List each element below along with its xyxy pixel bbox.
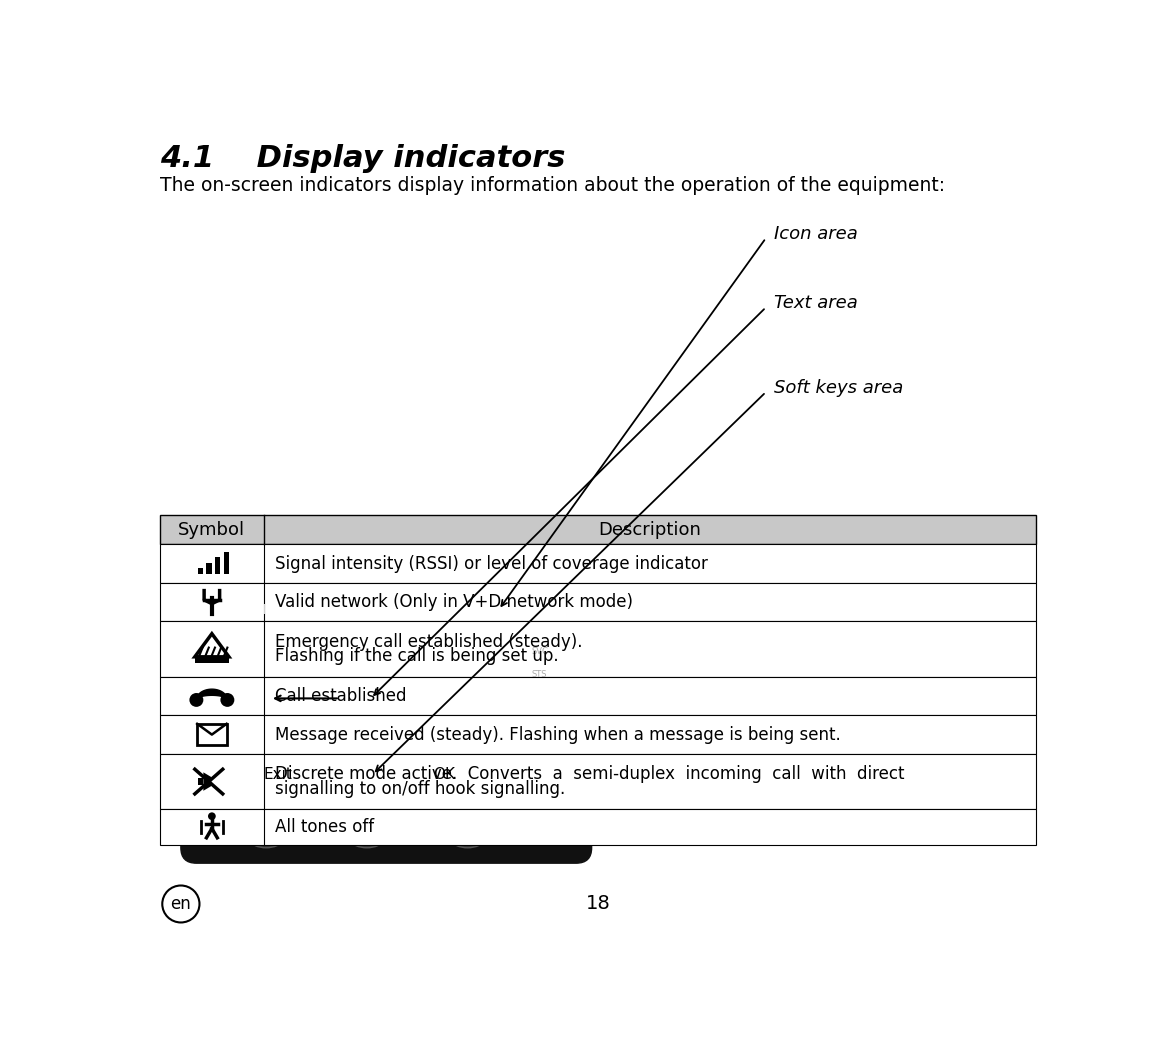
Bar: [197, 778, 203, 786]
Polygon shape: [203, 772, 211, 791]
Text: Exit: Exit: [263, 767, 292, 782]
Bar: [160, 715, 1036, 754]
Text: Icon area: Icon area: [773, 225, 857, 243]
Text: Message received (steady). Flashing when a message is being sent.: Message received (steady). Flashing when…: [274, 726, 841, 744]
Text: The on-screen indicators display information about the operation of the equipmen: The on-screen indicators display informa…: [160, 177, 945, 196]
Text: Text area: Text area: [773, 294, 857, 313]
Text: Description: Description: [598, 521, 701, 539]
Text: SVC: SVC: [531, 646, 549, 656]
Circle shape: [338, 790, 396, 847]
Bar: [160, 583, 1036, 621]
Bar: [197, 568, 203, 574]
Circle shape: [237, 790, 296, 847]
Text: signalling to on/off hook signalling.: signalling to on/off hook signalling.: [274, 779, 565, 798]
Bar: [160, 515, 1036, 544]
Text: 18: 18: [586, 894, 611, 913]
Bar: [160, 810, 1036, 845]
Bar: [160, 677, 1036, 715]
Circle shape: [547, 550, 590, 594]
Bar: [207, 563, 211, 574]
Text: Discrete mode active.  Converts  a  semi-duplex  incoming  call  with  direct: Discrete mode active. Converts a semi-du…: [274, 766, 904, 783]
Circle shape: [221, 693, 235, 707]
Text: STS: STS: [531, 670, 548, 679]
Circle shape: [514, 646, 524, 657]
Text: Signal intensity (RSSI) or level of coverage indicator: Signal intensity (RSSI) or level of cove…: [274, 554, 708, 572]
Text: en: en: [171, 895, 192, 913]
Circle shape: [543, 547, 593, 597]
Text: Call established: Call established: [274, 687, 406, 705]
Bar: [197, 724, 227, 746]
Bar: [160, 544, 1036, 583]
Text: All tones off: All tones off: [274, 818, 374, 836]
Text: Valid network (Only in V+D network mode): Valid network (Only in V+D network mode): [274, 593, 633, 611]
Bar: [239, 595, 507, 624]
Bar: [215, 558, 221, 574]
Bar: [239, 624, 507, 764]
Text: ..ll Ψ£▲ ⊕→⊠▲ dGRPT: ..ll Ψ£▲ ⊕→⊠▲ dGRPT: [251, 604, 388, 616]
Bar: [223, 552, 229, 574]
Text: Emergency call established (steady).: Emergency call established (steady).: [274, 633, 582, 651]
Text: OK: OK: [433, 767, 456, 782]
Text: Symbol: Symbol: [179, 521, 245, 539]
Circle shape: [208, 813, 216, 820]
Circle shape: [438, 790, 498, 847]
Circle shape: [536, 540, 600, 605]
Text: Soft keys area: Soft keys area: [773, 379, 903, 397]
Text: Flashing if the call is being set up.: Flashing if the call is being set up.: [274, 647, 558, 665]
Circle shape: [162, 886, 200, 923]
Circle shape: [189, 693, 203, 707]
Bar: [239, 764, 507, 787]
Polygon shape: [196, 689, 228, 700]
Circle shape: [514, 669, 524, 680]
Bar: [195, 657, 229, 663]
Text: 4.1    Display indicators: 4.1 Display indicators: [160, 144, 565, 173]
FancyBboxPatch shape: [181, 542, 592, 863]
Bar: [160, 621, 1036, 677]
Bar: [160, 754, 1036, 810]
